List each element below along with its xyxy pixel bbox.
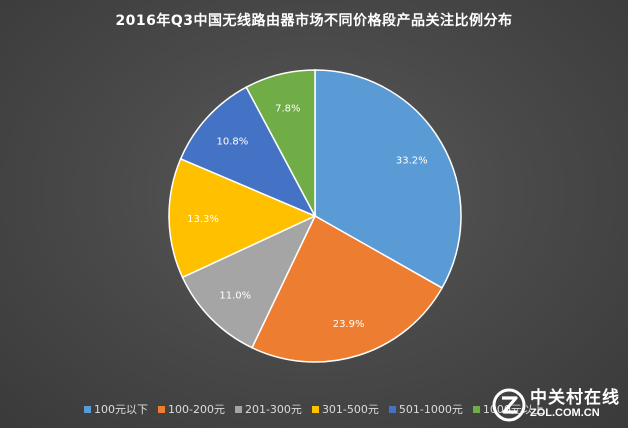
legend-label: 100-200元 xyxy=(168,403,225,416)
data-label-2: 23.9% xyxy=(333,319,365,330)
legend-item-4: 301-500元 xyxy=(311,401,379,417)
chart-title: 2016年Q3中国无线路由器市场不同价格段产品关注比例分布 xyxy=(115,13,513,29)
pie-slice-2 xyxy=(251,214,444,363)
watermark-text-en: ZOL.COM.CN xyxy=(530,407,600,420)
legend-label: 1000元以上 xyxy=(482,403,544,416)
legend-item-3: 201-300元 xyxy=(234,401,302,417)
legend-item-6: 1000元以上 xyxy=(472,401,544,417)
pie-slices xyxy=(168,69,462,363)
legend-swatch xyxy=(311,405,319,413)
legend-label: 201-300元 xyxy=(244,403,302,416)
data-label-5: 10.8% xyxy=(217,136,249,147)
legend-swatch xyxy=(158,405,165,413)
legend-swatch xyxy=(234,405,242,413)
pie-slice-5 xyxy=(179,86,317,218)
legend-label: 501-1000元 xyxy=(398,403,463,416)
legend-swatch xyxy=(84,405,91,413)
zol-watermark: 中关村在线 ZOL.COM.CN xyxy=(492,388,620,422)
legend-item-2: 100-200元 xyxy=(158,401,225,417)
legend-item-1: 100元以下 xyxy=(84,401,148,417)
data-label-1: 33.2% xyxy=(396,156,428,167)
pie-slice-3 xyxy=(181,214,317,349)
zol-logo-icon xyxy=(492,388,526,422)
legend-swatch xyxy=(472,405,480,413)
legend-label: 301-500元 xyxy=(321,403,379,416)
legend-label: 100元以下 xyxy=(94,403,148,416)
watermark-text-cn: 中关村在线 xyxy=(530,388,620,409)
data-label-4: 13.3% xyxy=(187,214,219,225)
data-label-3: 11.0% xyxy=(219,291,251,302)
data-label-6: 7.8% xyxy=(275,103,300,114)
legend: 100元以下 100-200元 201-300元 301-500元 501-1000元 1… xyxy=(84,402,544,416)
legend-item-5: 501-1000元 xyxy=(388,401,463,417)
pie-slice-1 xyxy=(314,69,462,289)
pie-slice-4 xyxy=(168,157,317,279)
legend-swatch xyxy=(388,405,396,413)
pie-data-labels: 33.2% 23.9% 11.0% 13.3% 10.8% 7.8% xyxy=(187,103,428,329)
pie-slice-6 xyxy=(245,69,316,217)
